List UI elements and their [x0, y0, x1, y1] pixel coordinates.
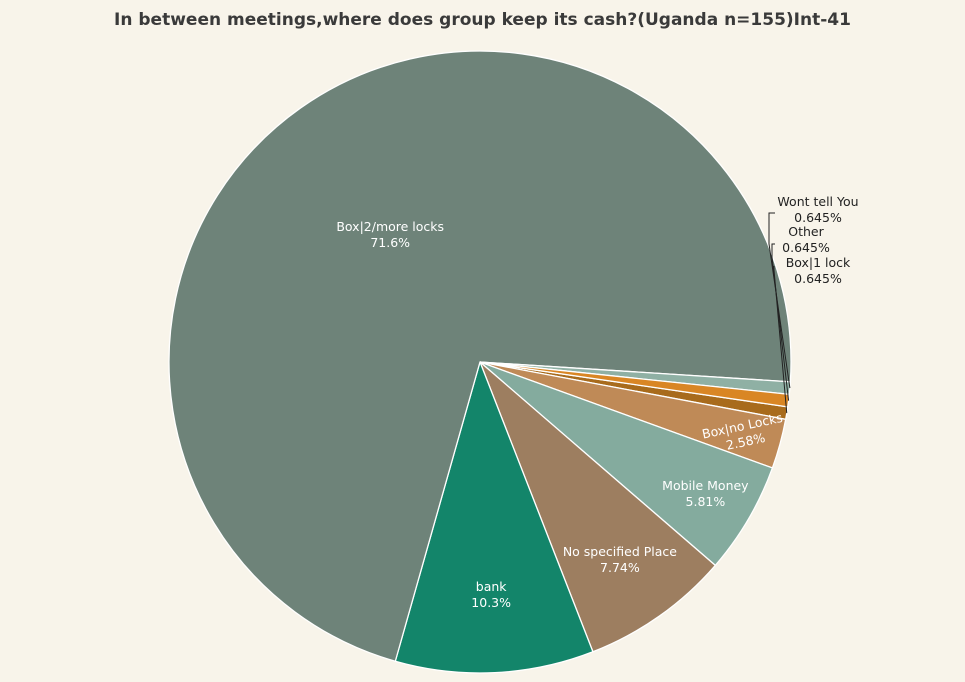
slice-label-name: Box|1 lock — [786, 255, 851, 270]
slice-label-percent: 0.645% — [794, 271, 842, 286]
slice-label-percent: 0.645% — [782, 240, 830, 255]
slice-label-name: No specified Place — [563, 544, 677, 559]
pie-slice-no-specified-place — [479, 361, 717, 653]
slice-label-other: Other 0.645% — [782, 224, 830, 255]
slice-label-no-specified-place: No specified Place 7.74% — [563, 544, 677, 575]
slice-label-mobile-money: Mobile Money 5.81% — [662, 478, 749, 509]
pie-slice-bank — [394, 359, 594, 674]
chart-title: In between meetings,where does group kee… — [114, 10, 851, 30]
slice-label-box-1-lock: Box|1 lock 0.645% — [786, 255, 851, 286]
leader-line-other — [771, 243, 790, 401]
slice-label-percent: 71.6% — [370, 235, 410, 250]
slice-label-box-2-more-locks: Box|2/more locks 71.6% — [336, 219, 444, 250]
slice-label-name: Wont tell You — [777, 194, 858, 209]
pie-slice-box-2-more-locks — [168, 50, 792, 663]
slice-label-percent: 5.81% — [686, 494, 726, 509]
slice-label-bank: bank 10.3% — [471, 579, 511, 610]
slice-label-name: bank — [476, 579, 508, 594]
slice-label-percent: 10.3% — [471, 595, 511, 610]
slice-label-percent: 7.74% — [600, 560, 640, 575]
slice-label-name: Mobile Money — [662, 478, 749, 493]
slice-label-percent: 0.645% — [794, 210, 842, 225]
slice-label-name: Other — [788, 224, 824, 239]
slice-label-wont-tell-you: Wont tell You 0.645% — [777, 194, 858, 225]
slice-label-name: Box|2/more locks — [336, 219, 444, 234]
leader-line-wont-tell-you — [768, 212, 791, 389]
